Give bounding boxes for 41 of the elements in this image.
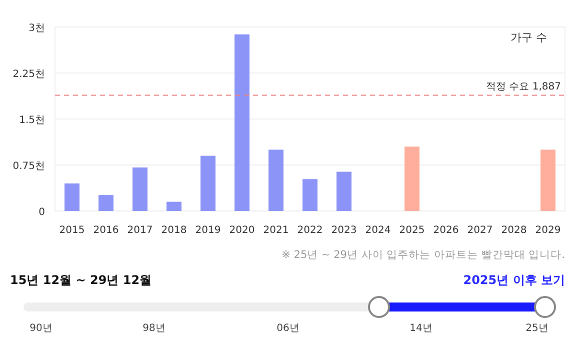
legend-title: 가구 수 xyxy=(510,31,547,44)
x-tick-label: 2029 xyxy=(535,225,561,236)
x-tick-label: 2019 xyxy=(195,225,221,236)
y-tick-label: 1.5천 xyxy=(19,115,45,126)
text: 90년 xyxy=(30,323,52,334)
x-tick-label: 2018 xyxy=(161,225,187,236)
x-tick-label: 2022 xyxy=(297,225,323,236)
bar xyxy=(302,179,318,211)
x-tick-label: 2017 xyxy=(127,225,153,236)
bar xyxy=(336,172,352,211)
bar xyxy=(234,34,250,211)
text: ※ 25년 ~ 29년 사이 입주하는 아파트는 빨간막대 입니다. xyxy=(282,249,565,261)
bar xyxy=(404,146,420,211)
x-tick-label: 2021 xyxy=(263,225,289,236)
text: 25년 xyxy=(526,323,548,334)
text: 06년 xyxy=(276,323,300,334)
y-tick-label: 2.25천 xyxy=(12,69,45,80)
text: 14년 xyxy=(410,323,432,334)
bar xyxy=(132,167,148,211)
x-tick-label: 2023 xyxy=(331,225,357,236)
ref-line-label: 적정 수요 1,887 xyxy=(486,81,561,92)
bar xyxy=(200,156,216,211)
bar xyxy=(64,183,80,211)
bar xyxy=(166,202,182,211)
bar xyxy=(540,150,556,211)
x-tick-label: 2015 xyxy=(59,225,85,236)
x-tick-label: 2020 xyxy=(229,225,255,236)
x-tick-label: 2024 xyxy=(365,225,391,236)
x-tick-label: 2028 xyxy=(501,225,527,236)
x-tick-label: 2027 xyxy=(467,225,493,236)
text: 15년 12월 ~ 29년 12월 xyxy=(10,273,152,287)
text: 2025년 이후 보기 xyxy=(463,273,565,287)
x-tick-label: 2026 xyxy=(433,225,459,236)
x-tick-label: 2016 xyxy=(93,225,119,236)
text: 98년 xyxy=(142,323,166,334)
bar xyxy=(98,195,114,211)
x-tick-label: 2025 xyxy=(399,225,425,236)
bar xyxy=(268,150,284,211)
y-tick-label: 3천 xyxy=(28,23,45,34)
y-tick-label: 0.75천 xyxy=(12,161,45,172)
y-tick-label: 0 xyxy=(38,207,45,218)
